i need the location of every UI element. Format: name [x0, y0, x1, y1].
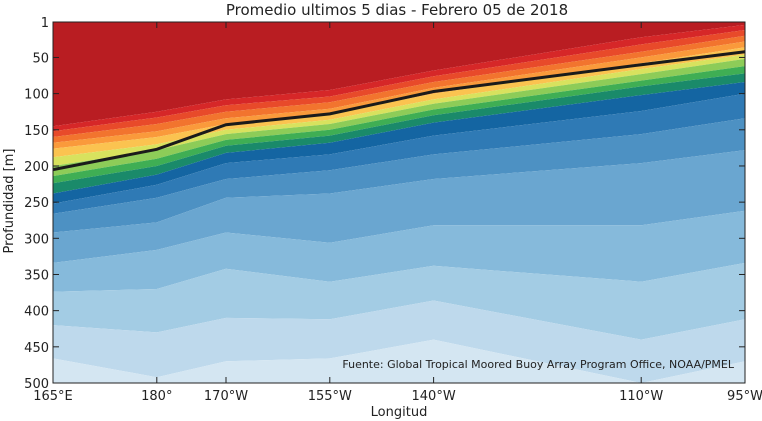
- y-tick-label: 200: [24, 160, 49, 175]
- x-tick-label: 165°E: [33, 389, 73, 404]
- x-axis-label: Longitud: [371, 405, 428, 420]
- contour-band-17: [53, 339, 745, 383]
- y-tick-label: 300: [24, 232, 49, 247]
- contour-band-16: [53, 300, 745, 383]
- y-axis-label: Profundidad [m]: [2, 149, 17, 254]
- contour-band-0: [53, 22, 745, 127]
- y-tick-label: 400: [24, 305, 49, 320]
- isotherm-20c: [53, 50, 745, 172]
- contour-band-13: [53, 150, 745, 263]
- chart-title: Promedio ultimos 5 dias - Febrero 05 de …: [226, 1, 568, 19]
- contour-band-14: [53, 210, 745, 292]
- x-tick-label: 95°W: [727, 389, 762, 404]
- x-tick-label: 170°W: [204, 389, 248, 404]
- x-axis: 165°E 180° 170°W 155°W 140°W 110°W 95°W: [33, 22, 762, 404]
- contour-band-10: [53, 82, 745, 204]
- contour-band-3: [53, 35, 745, 143]
- contour-band-2: [53, 30, 745, 137]
- y-tick-label: 250: [24, 196, 49, 211]
- y-tick-label: 500: [24, 377, 49, 392]
- y-tick-label: 150: [24, 124, 49, 139]
- y-tick-label: 100: [24, 88, 49, 103]
- x-tick-label: 140°W: [412, 389, 456, 404]
- contour-band-7: [53, 58, 745, 177]
- y-tick-label: 450: [24, 341, 49, 356]
- contour-band-11: [53, 93, 745, 214]
- contour-band-8: [53, 66, 745, 184]
- y-tick-label: 350: [24, 268, 49, 283]
- x-tick-label: 180°: [141, 389, 172, 404]
- x-tick-label: 155°W: [308, 389, 352, 404]
- x-tick-label: 110°W: [619, 389, 663, 404]
- source-note: Fuente: Global Tropical Moored Buoy Arra…: [342, 358, 734, 371]
- contour-band-4: [53, 41, 745, 149]
- contour-band-6: [53, 54, 745, 166]
- contour-band-12: [53, 118, 745, 233]
- contour-band-9: [53, 73, 745, 194]
- isotherm-line: [53, 50, 745, 172]
- contour-band-1: [53, 24, 745, 132]
- contour-band-15: [53, 262, 745, 340]
- y-tick-label: 1: [41, 16, 49, 31]
- y-tick-label: 50: [32, 51, 49, 66]
